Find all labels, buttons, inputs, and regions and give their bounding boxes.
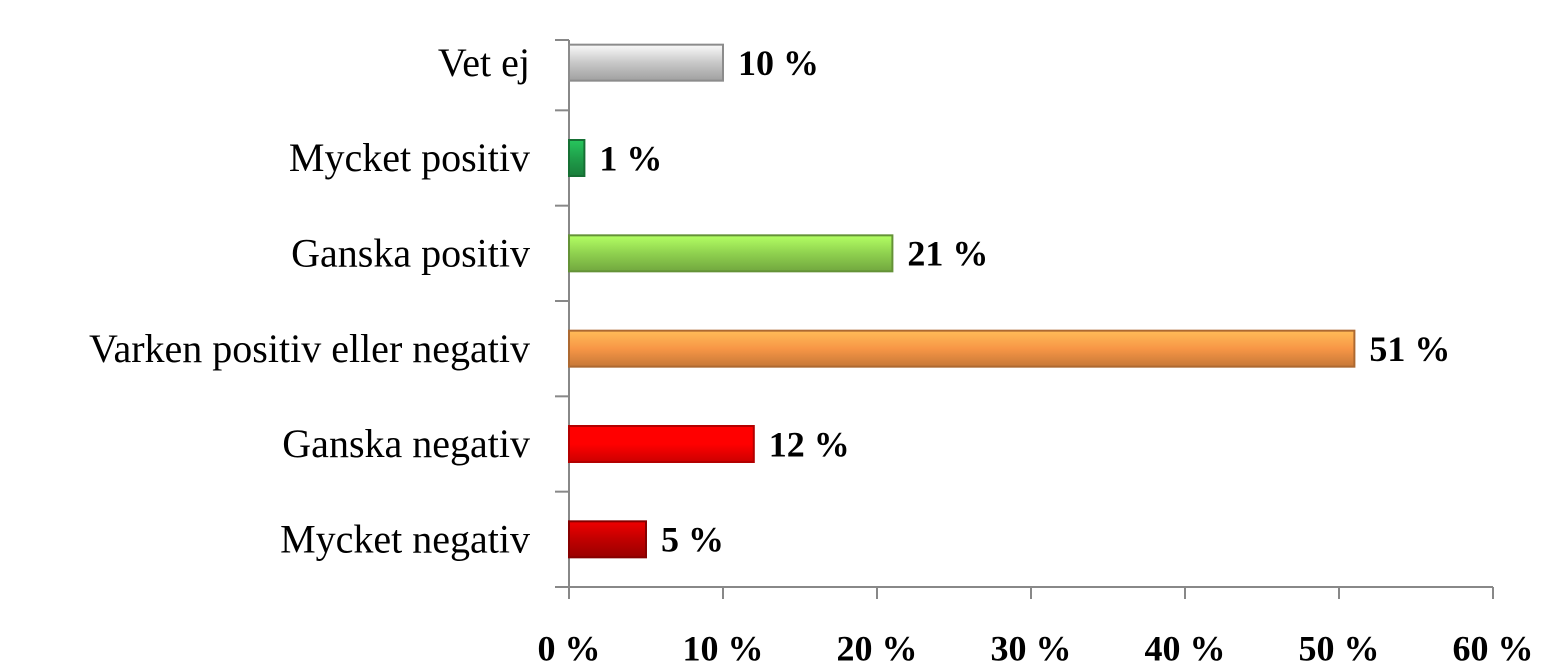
category-label: Ganska positiv xyxy=(291,231,530,276)
x-tick-label: 10 % xyxy=(683,628,764,668)
value-label: 10 % xyxy=(738,43,819,83)
x-tick-label: 30 % xyxy=(991,628,1072,668)
bar xyxy=(568,520,647,559)
value-label: 21 % xyxy=(907,234,988,274)
category-label: Mycket negativ xyxy=(280,517,530,562)
bar xyxy=(568,234,894,273)
x-tick-label: 50 % xyxy=(1299,628,1380,668)
value-label: 1 % xyxy=(599,138,662,178)
category-label: Varken positiv eller negativ xyxy=(89,326,530,371)
value-label: 12 % xyxy=(769,424,850,464)
x-tick-label: 40 % xyxy=(1145,628,1226,668)
x-tick-label: 0 % xyxy=(538,628,601,668)
bar xyxy=(568,139,586,177)
bar xyxy=(568,425,755,463)
category-label: Vet ej xyxy=(438,40,530,85)
value-label: 5 % xyxy=(661,520,724,560)
x-tick-label: 20 % xyxy=(837,628,918,668)
x-tick-label: 60 % xyxy=(1453,628,1534,668)
category-label: Mycket positiv xyxy=(289,135,530,180)
category-label: Ganska negativ xyxy=(282,421,530,466)
value-label: 51 % xyxy=(1369,329,1450,369)
bar xyxy=(568,329,1356,368)
bar xyxy=(568,43,724,82)
